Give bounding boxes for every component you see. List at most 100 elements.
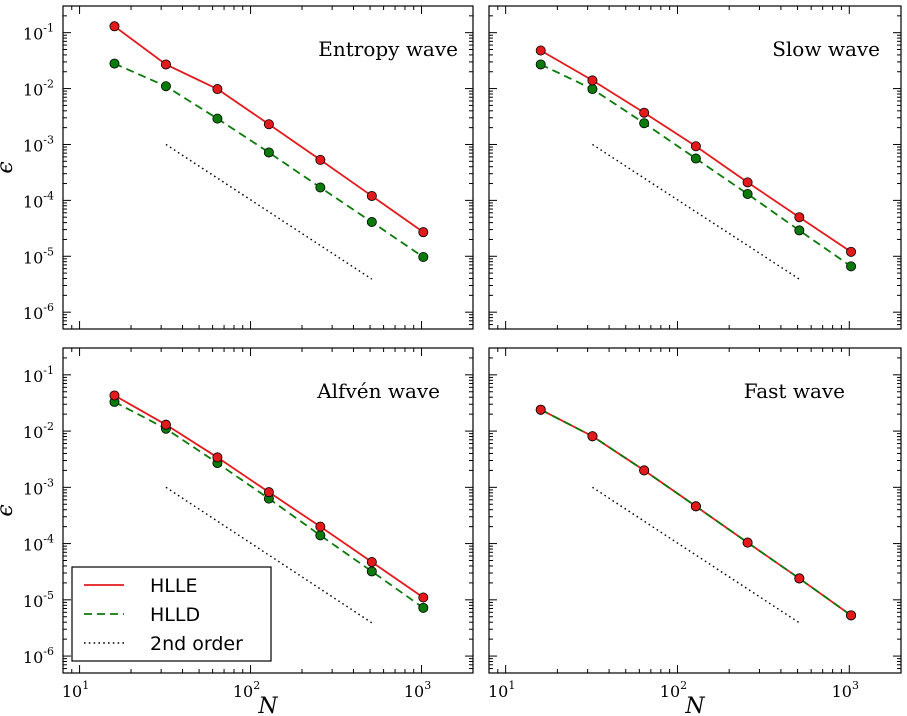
tick-base: 10: [23, 136, 43, 155]
series-line-hlld: [540, 408, 852, 617]
tick-base: 10: [62, 682, 82, 701]
data-point-hlle: [315, 521, 326, 532]
series-line-hlld: [540, 63, 852, 268]
y-tick-label: 10-3: [23, 476, 54, 498]
data-point-hlle: [315, 154, 326, 165]
y-tick-label: 10-4: [23, 533, 54, 555]
y-tick-label: 10-4: [23, 189, 54, 211]
data-point-hlle: [794, 573, 805, 584]
tick-exponent: -2: [43, 78, 54, 91]
tick-base: 10: [832, 682, 852, 701]
data-point-hlle: [639, 107, 650, 118]
x-axis-label: N: [684, 694, 705, 716]
series-group: [535, 45, 857, 280]
y-tick-label: 10-1: [23, 364, 54, 386]
tick-exponent: -5: [43, 589, 54, 602]
series-line-hlld: [114, 62, 424, 258]
tick-exponent: -5: [43, 245, 54, 258]
y-axis-label: ϵ: [0, 504, 18, 516]
series-line-2nd-order: [165, 143, 373, 280]
data-point-hlle: [846, 610, 857, 621]
data-point-hlle: [212, 452, 223, 463]
tick-exponent: -1: [43, 22, 54, 35]
y-tick-label: 10-2: [23, 78, 54, 100]
tick-base: 10: [233, 682, 253, 701]
tick-exponent: 2: [680, 679, 687, 692]
legend-label: HLLD: [150, 604, 200, 626]
tick-exponent: -4: [43, 189, 54, 202]
tick-base: 10: [23, 25, 43, 44]
data-point-hlld: [742, 189, 753, 200]
y-tick-label: 10-1: [23, 22, 54, 44]
axes-frame: [488, 347, 902, 674]
panel-2: Slow wave: [488, 5, 902, 330]
data-point-hlle: [535, 404, 546, 415]
tick-exponent: -3: [43, 133, 54, 146]
data-point-hlle: [160, 59, 171, 70]
panel-title: Fast wave: [744, 379, 845, 403]
x-tick-label: 102: [660, 679, 687, 701]
data-point-hlle: [212, 84, 223, 95]
tick-base: 10: [660, 682, 680, 701]
data-point-hlld: [263, 147, 274, 158]
series-line-hlle: [540, 408, 852, 617]
tick-exponent: 3: [424, 679, 431, 692]
tick-base: 10: [23, 192, 43, 211]
x-tick-label: 103: [832, 679, 859, 701]
data-point-hlle: [587, 75, 598, 86]
data-point-hlld: [109, 58, 120, 69]
y-tick-label: 10-3: [23, 133, 54, 155]
tick-base: 10: [23, 248, 43, 267]
y-tick-label: 10-5: [23, 245, 54, 267]
legend-label: 2nd order: [150, 633, 243, 655]
data-point-hlld: [418, 252, 429, 263]
tick-base: 10: [23, 81, 43, 100]
data-point-hlld: [418, 602, 429, 613]
data-point-hlle: [366, 557, 377, 568]
data-point-hlld: [794, 225, 805, 236]
data-point-hlld: [846, 261, 857, 272]
data-point-hlle: [690, 501, 701, 512]
panel-3: 10110210310-110-210-310-410-510-6ϵNAlfvé…: [0, 347, 474, 716]
data-point-hlld: [315, 530, 326, 541]
data-point-hlld: [160, 81, 171, 92]
data-point-hlle: [535, 45, 546, 56]
data-point-hlld: [212, 113, 223, 124]
tick-base: 10: [23, 592, 43, 611]
tick-base: 10: [23, 648, 43, 667]
data-point-hlle: [846, 246, 857, 257]
data-point-hlle: [109, 21, 120, 32]
tick-exponent: 2: [253, 679, 260, 692]
x-tick-label: 103: [404, 679, 431, 701]
tick-exponent: -2: [43, 420, 54, 433]
data-point-hlld: [690, 153, 701, 164]
panel-title: Slow wave: [772, 37, 880, 61]
tick-base: 10: [404, 682, 424, 701]
data-point-hlld: [366, 566, 377, 577]
tick-base: 10: [23, 423, 43, 442]
x-tick-label: 101: [488, 679, 515, 701]
data-point-hlld: [639, 118, 650, 129]
axes-frame: [62, 5, 474, 330]
y-tick-label: 10-5: [23, 589, 54, 611]
panel-1: 10-110-210-310-410-510-6ϵEntropy wave: [0, 5, 474, 330]
data-point-hlle: [690, 141, 701, 152]
series-group: [535, 404, 857, 624]
tick-base: 10: [23, 304, 43, 323]
tick-base: 10: [23, 367, 43, 386]
data-point-hlle: [742, 537, 753, 548]
tick-exponent: 3: [852, 679, 859, 692]
axes-frame: [488, 5, 902, 330]
tick-exponent: -4: [43, 533, 54, 546]
data-point-hlld: [315, 182, 326, 193]
series-line-2nd-order: [592, 143, 800, 280]
tick-base: 10: [488, 682, 508, 701]
data-point-hlle: [418, 592, 429, 603]
data-point-hlld: [366, 217, 377, 228]
data-point-hlle: [366, 190, 377, 201]
tick-exponent: -6: [43, 301, 54, 314]
data-point-hlle: [742, 177, 753, 188]
y-tick-label: 10-2: [23, 420, 54, 442]
